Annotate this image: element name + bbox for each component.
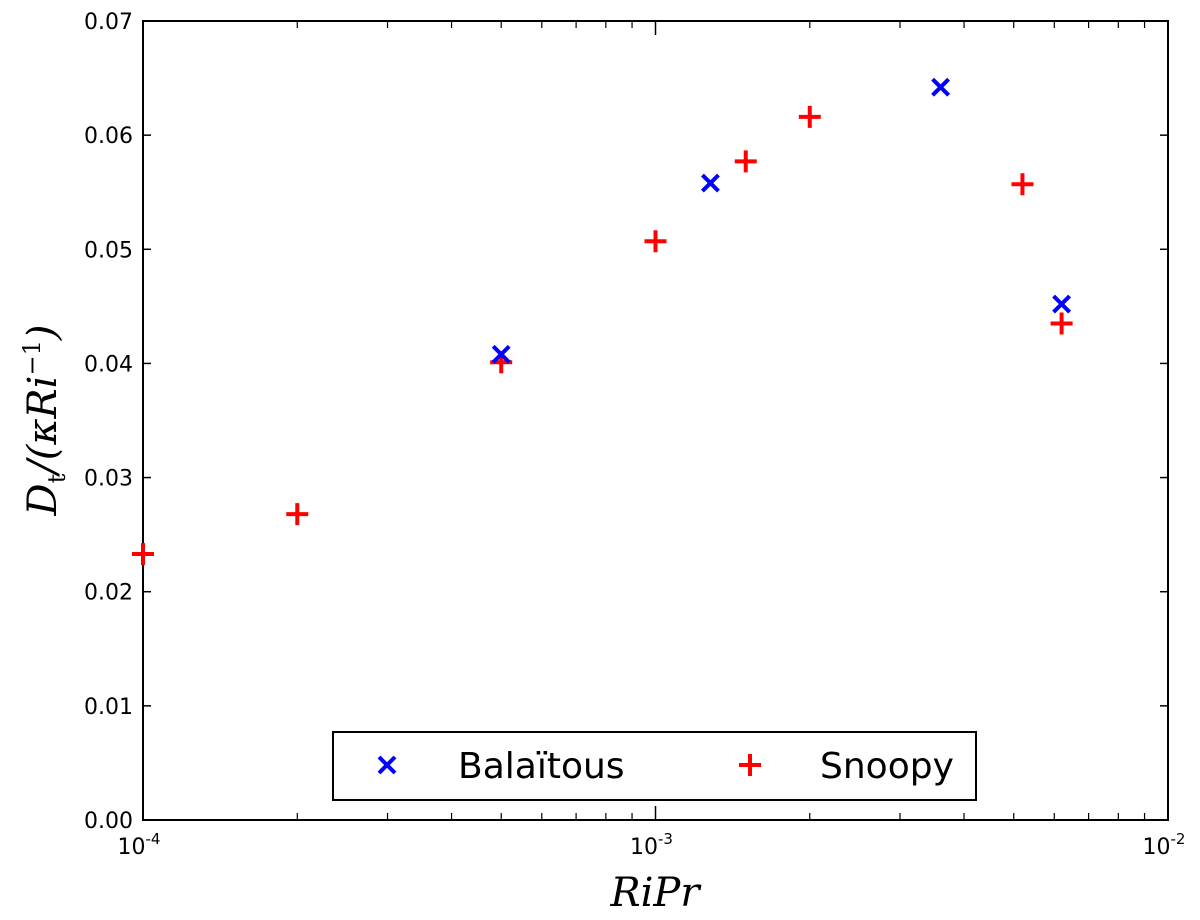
legend-box — [332, 731, 977, 801]
x-tick-label: 10-2 — [1143, 830, 1186, 860]
point-snoopy — [132, 543, 154, 566]
x-axis-title: RiPr — [610, 870, 703, 916]
legend-marker-snoopy — [739, 754, 761, 776]
legend: Balaïtous Snoopy — [332, 731, 977, 801]
point-snoopy — [1050, 312, 1073, 335]
y-tick-label: 0.04 — [84, 352, 133, 377]
y-tick-label: 0.03 — [84, 467, 133, 492]
x-marker-stroke — [491, 344, 511, 364]
legend-label-balaitous: Balaïtous — [458, 746, 625, 787]
point-snoopy — [734, 150, 757, 173]
y-axis-title-main: D — [20, 483, 66, 516]
legend-glyph-snoopy — [739, 754, 761, 776]
point-snoopy — [798, 105, 821, 128]
x-marker-stroke — [701, 173, 720, 193]
point-snoopy — [644, 230, 667, 253]
point-balaitous — [701, 173, 720, 193]
point-balaitous — [1052, 294, 1072, 314]
point-snoopy — [1011, 173, 1034, 196]
y-tick-label: 0.05 — [84, 238, 133, 263]
x-marker-stroke — [1052, 294, 1072, 314]
legend-marker-balaitous — [377, 755, 397, 775]
x-marker-stroke — [377, 755, 397, 775]
x-marker-stroke — [931, 77, 951, 97]
point-balaitous — [931, 77, 951, 97]
point-snoopy — [286, 503, 309, 526]
y-tick-label: 0.07 — [84, 10, 133, 35]
y-axis-title-sub: t — [43, 473, 71, 483]
x-tick-label: 10-4 — [118, 830, 161, 860]
y-tick-label: 0.02 — [84, 581, 133, 606]
legend-label-snoopy: Snoopy — [820, 746, 954, 787]
y-axis-title: Dt/(κRi−1) — [18, 325, 71, 517]
legend-glyph-balaitous — [377, 755, 397, 775]
y-axis-title-rest: /(κRi — [20, 376, 66, 478]
axis-ticks — [142, 20, 1169, 821]
y-axis-title-close: ) — [20, 325, 66, 342]
y-axis-title-sup: −1 — [18, 340, 46, 375]
tick-labels: 0.00 0.01 0.02 0.03 0.04 0.05 0.06 0.07 10-4 10-3… — [84, 10, 1185, 860]
point-balaitous — [491, 344, 511, 364]
x-tick-label: 10-3 — [630, 830, 673, 860]
y-tick-label: 0.06 — [84, 124, 133, 149]
data-points — [132, 77, 1073, 566]
y-tick-label: 0.00 — [84, 809, 133, 834]
y-tick-label: 0.01 — [84, 695, 133, 720]
plot-frame — [142, 20, 1169, 821]
